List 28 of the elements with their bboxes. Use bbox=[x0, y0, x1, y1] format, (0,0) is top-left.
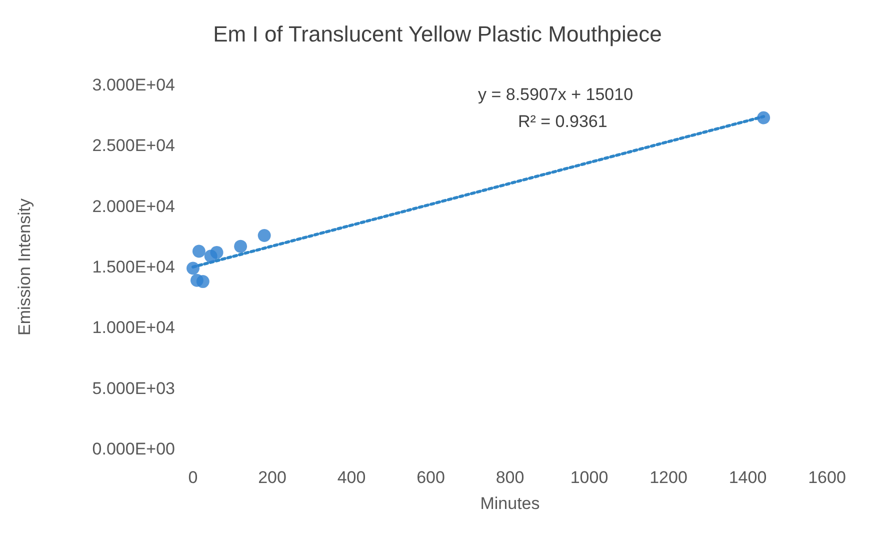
point bbox=[186, 262, 200, 275]
y-tick-label: 2.500E+04 bbox=[92, 136, 175, 156]
x-tick-label: 1200 bbox=[650, 468, 688, 487]
x-tick-label: 400 bbox=[337, 468, 366, 487]
point bbox=[192, 244, 206, 258]
y-tick-label: 1.500E+04 bbox=[92, 258, 175, 276]
point bbox=[210, 246, 224, 259]
y-tick-label: 2.000E+04 bbox=[92, 196, 175, 216]
y-tick-label: 5.000E+03 bbox=[92, 378, 175, 398]
point bbox=[196, 275, 210, 288]
annotation: y = 8.5907x + 15010 bbox=[478, 85, 634, 104]
point bbox=[234, 240, 248, 253]
y-tick-label: 1.000E+04 bbox=[92, 318, 175, 338]
x-axis-title: Minutes bbox=[480, 494, 540, 513]
x-tick-label: 1600 bbox=[808, 468, 846, 487]
x-tick-label: 200 bbox=[258, 468, 286, 487]
y-tick-label: 3.000E+04 bbox=[92, 76, 175, 94]
annotation: R² = 0.9361 bbox=[518, 112, 608, 131]
x-tick-label: 800 bbox=[496, 468, 524, 487]
x-tick-label: 1400 bbox=[728, 468, 767, 487]
point bbox=[258, 228, 271, 242]
chart-title: Em I of Translucent Yellow Plastic Mouthpiece bbox=[213, 22, 662, 46]
x-tick-label: 1000 bbox=[570, 468, 608, 487]
y-tick-label: 0.000E+00 bbox=[92, 440, 175, 458]
x-tick-label: 0 bbox=[188, 468, 198, 487]
y-axis-title: Emission Intensity bbox=[15, 198, 34, 336]
x-tick-label: 600 bbox=[416, 468, 445, 487]
point bbox=[757, 111, 770, 124]
